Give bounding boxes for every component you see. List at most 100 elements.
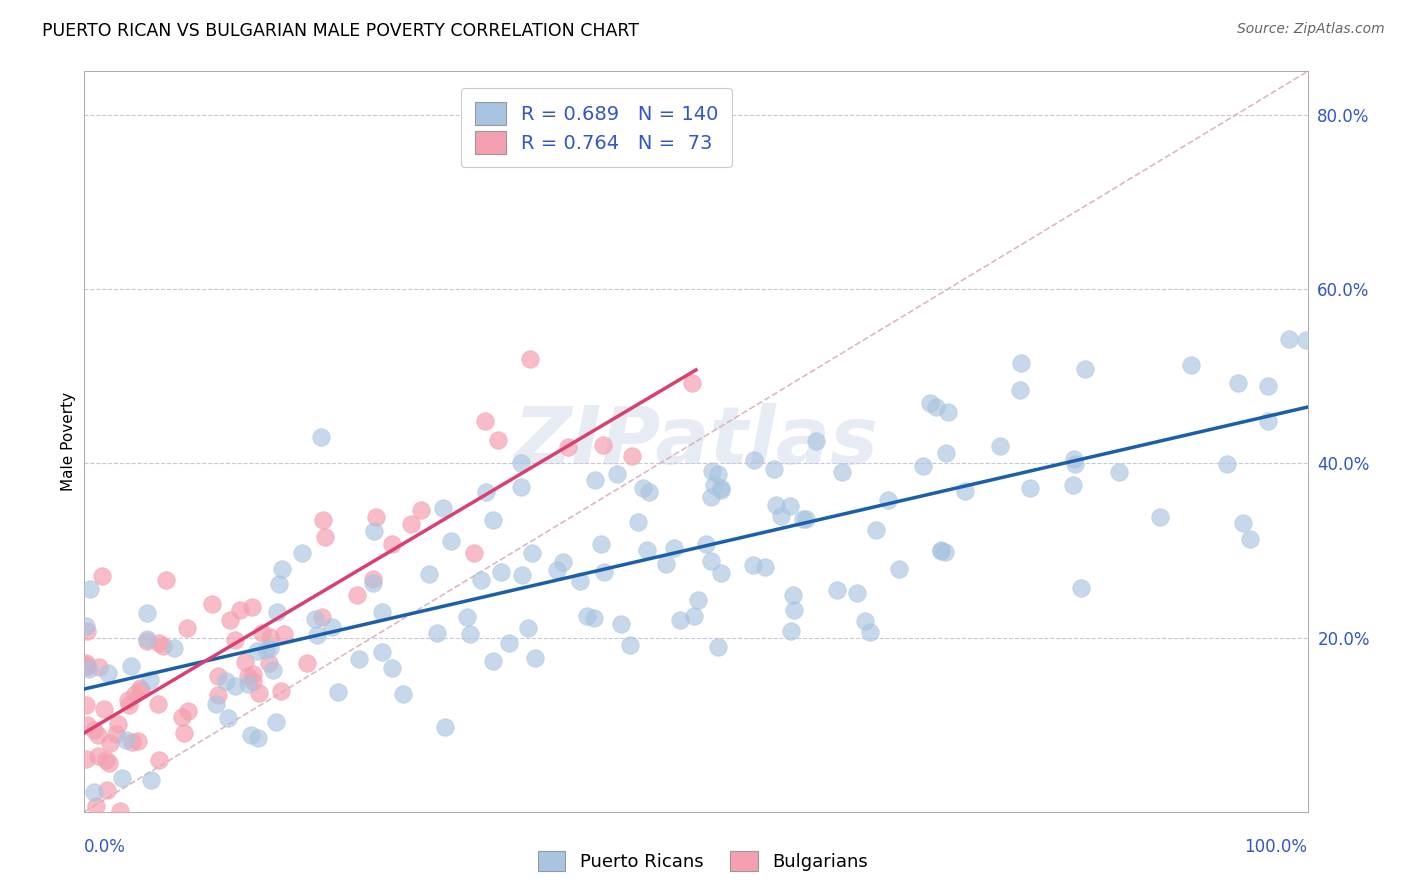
Point: [920, 395, 942, 409]
Point: [83, 723, 105, 737]
Point: [664, 541, 686, 555]
Point: [1019, 481, 1042, 495]
Point: [93, 702, 115, 716]
Point: [370, 645, 392, 659]
Point: [1010, 356, 1032, 370]
Point: [328, 685, 350, 699]
Point: [94, 753, 117, 767]
Point: [172, 710, 194, 724]
Point: [75, 698, 97, 713]
Point: [148, 753, 170, 767]
Point: [75, 619, 97, 633]
Point: [105, 727, 128, 741]
Point: [482, 654, 505, 668]
Point: [924, 400, 946, 414]
Point: [89, 660, 111, 674]
Point: [794, 511, 817, 525]
Point: [831, 465, 853, 479]
Point: [700, 553, 723, 567]
Point: [233, 655, 256, 669]
Point: [887, 562, 910, 576]
Point: [176, 704, 198, 718]
Point: [582, 611, 605, 625]
Point: [124, 687, 146, 701]
Point: [291, 546, 314, 560]
Point: [267, 577, 290, 591]
Point: [259, 630, 281, 644]
Point: [152, 640, 174, 654]
Point: [557, 440, 579, 454]
Point: [311, 430, 333, 444]
Point: [1239, 532, 1261, 546]
Point: [76, 717, 98, 731]
Point: [426, 626, 449, 640]
Point: [141, 773, 163, 788]
Point: [853, 614, 876, 628]
Point: [250, 625, 273, 640]
Point: [589, 537, 612, 551]
Point: [1063, 451, 1085, 466]
Point: [827, 583, 849, 598]
Point: [754, 559, 776, 574]
Point: [779, 499, 801, 513]
Point: [877, 493, 900, 508]
Point: [953, 483, 976, 498]
Point: [655, 557, 678, 571]
Point: [371, 605, 394, 619]
Point: [762, 461, 785, 475]
Point: [98, 736, 121, 750]
Point: [219, 613, 242, 627]
Point: [259, 640, 281, 655]
Point: [432, 500, 454, 515]
Point: [1216, 457, 1239, 471]
Point: [606, 467, 628, 482]
Point: [742, 558, 765, 573]
Point: [1180, 358, 1202, 372]
Point: [127, 734, 149, 748]
Point: [546, 563, 568, 577]
Point: [489, 566, 512, 580]
Point: [498, 636, 520, 650]
Point: [273, 627, 295, 641]
Point: [361, 575, 384, 590]
Point: [934, 544, 956, 558]
Point: [592, 438, 614, 452]
Point: [321, 620, 343, 634]
Point: [846, 586, 869, 600]
Point: [631, 481, 654, 495]
Point: [236, 676, 259, 690]
Point: [770, 508, 793, 523]
Point: [111, 772, 134, 786]
Point: [266, 606, 288, 620]
Point: [456, 609, 478, 624]
Point: [938, 405, 960, 419]
Point: [486, 433, 509, 447]
Point: [636, 542, 658, 557]
Point: [1257, 414, 1279, 428]
Point: [96, 783, 118, 797]
Point: [474, 414, 496, 428]
Point: [135, 606, 157, 620]
Point: [148, 636, 170, 650]
Point: [246, 644, 269, 658]
Point: [131, 682, 153, 697]
Point: [75, 660, 97, 674]
Point: [86, 748, 108, 763]
Point: [576, 608, 599, 623]
Point: [806, 434, 828, 449]
Point: [434, 720, 457, 734]
Point: [481, 513, 503, 527]
Point: [381, 661, 404, 675]
Point: [610, 616, 633, 631]
Point: [522, 546, 544, 560]
Point: [682, 608, 704, 623]
Point: [1149, 510, 1171, 524]
Point: [627, 515, 650, 529]
Point: [510, 568, 533, 582]
Point: [108, 804, 131, 818]
Point: [1295, 333, 1317, 347]
Point: [621, 449, 644, 463]
Point: [619, 638, 641, 652]
Point: [929, 543, 952, 558]
Point: [710, 483, 733, 498]
